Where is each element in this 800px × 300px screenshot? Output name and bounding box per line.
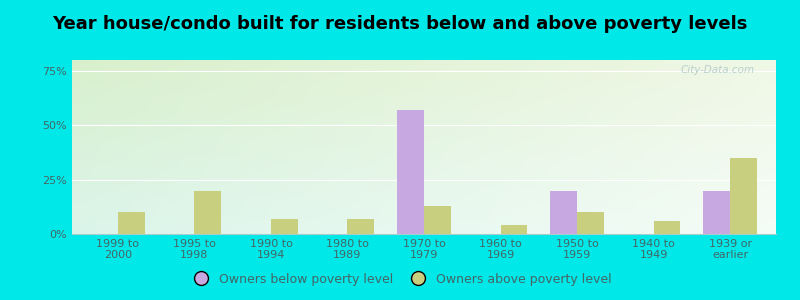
Bar <box>347 219 374 234</box>
Bar <box>550 190 577 234</box>
Bar <box>271 219 298 234</box>
Bar <box>194 190 222 234</box>
Bar <box>703 190 730 234</box>
Legend: Owners below poverty level, Owners above poverty level: Owners below poverty level, Owners above… <box>184 268 616 291</box>
Text: City-Data.com: City-Data.com <box>681 65 755 75</box>
Bar <box>424 206 450 234</box>
Bar <box>730 158 757 234</box>
Bar <box>398 110 424 234</box>
Text: Year house/condo built for residents below and above poverty levels: Year house/condo built for residents bel… <box>52 15 748 33</box>
Bar <box>118 212 145 234</box>
Bar <box>654 221 680 234</box>
Bar <box>501 225 527 234</box>
Bar <box>577 212 604 234</box>
